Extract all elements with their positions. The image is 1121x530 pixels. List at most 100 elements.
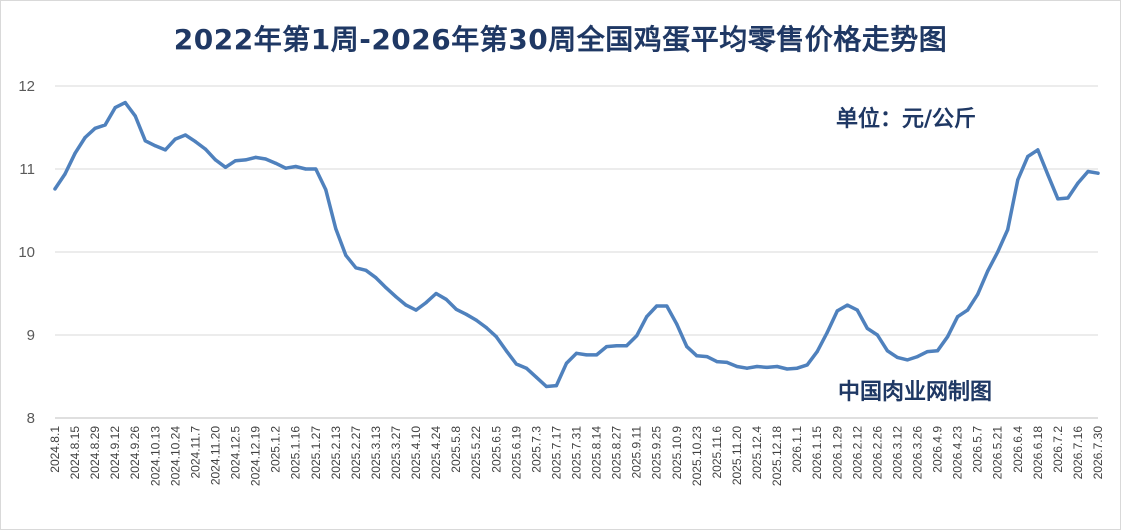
x-tick-label: 2026.5.7 xyxy=(971,426,985,473)
data-point xyxy=(294,164,298,169)
data-point xyxy=(53,187,57,191)
x-tick-label: 2025.10.23 xyxy=(690,426,704,486)
price-series-line xyxy=(53,100,1100,389)
data-point xyxy=(524,366,529,370)
x-tick-label: 2025.2.27 xyxy=(349,426,363,480)
x-tick-label: 2026.7.16 xyxy=(1071,426,1085,480)
x-tick-label: 2026.5.21 xyxy=(991,426,1005,480)
data-point xyxy=(815,350,819,354)
data-point xyxy=(986,269,990,273)
y-tick-label: 11 xyxy=(19,161,35,178)
data-point xyxy=(996,250,1000,254)
data-point xyxy=(655,304,659,308)
data-point xyxy=(484,325,488,330)
data-point xyxy=(755,364,759,369)
data-point xyxy=(474,318,478,322)
data-point xyxy=(243,158,248,162)
data-point xyxy=(274,161,278,165)
x-tick-label: 2025.6.19 xyxy=(509,426,523,480)
data-point xyxy=(805,363,809,367)
x-tick-label: 2025.1.27 xyxy=(309,426,323,480)
x-tick-label: 2024.11.20 xyxy=(209,426,223,485)
data-point xyxy=(123,101,127,105)
data-point xyxy=(324,188,328,192)
data-point xyxy=(875,333,880,337)
data-point xyxy=(183,133,187,137)
data-point xyxy=(1086,169,1090,174)
x-tick-label: 2026.1.1 xyxy=(790,426,804,473)
data-point xyxy=(133,114,137,118)
x-tick-label: 2024.8.1 xyxy=(48,426,62,473)
x-tick-label: 2025.2.13 xyxy=(329,426,343,480)
data-point xyxy=(143,139,147,143)
x-tick-label: 2026.6.18 xyxy=(1031,426,1045,480)
data-point xyxy=(404,303,408,307)
y-tick-label: 12 xyxy=(18,78,35,95)
y-tick-label: 10 xyxy=(18,244,35,261)
data-point xyxy=(113,106,117,110)
data-point xyxy=(384,286,388,290)
x-tick-label: 2024.9.26 xyxy=(128,426,142,480)
x-tick-label: 2026.3.26 xyxy=(911,426,925,480)
data-point xyxy=(946,335,950,339)
x-tick-label: 2025.4.24 xyxy=(429,426,443,480)
x-tick-label: 2024.10.24 xyxy=(168,426,182,486)
data-point xyxy=(1006,228,1010,232)
data-point xyxy=(1046,173,1050,177)
x-tick-label: 2026.1.15 xyxy=(810,426,824,480)
x-tick-label: 2025.5.8 xyxy=(449,426,463,473)
data-point xyxy=(254,155,258,159)
source-label: 中国肉业网制图 xyxy=(838,380,993,405)
x-tick-label: 2025.4.10 xyxy=(409,426,423,480)
x-tick-label: 2025.12.18 xyxy=(770,426,784,486)
data-point xyxy=(344,253,348,257)
data-point xyxy=(825,330,829,335)
data-point xyxy=(976,292,980,296)
data-point xyxy=(1066,196,1070,200)
x-tick-label: 2025.1.16 xyxy=(289,426,303,480)
x-tick-label: 2026.7.2 xyxy=(1051,426,1065,473)
data-point xyxy=(284,166,288,170)
x-tick-label: 2025.9.25 xyxy=(650,426,664,480)
data-point xyxy=(745,366,749,370)
unit-label: 单位：元/公斤 xyxy=(836,107,977,132)
data-point xyxy=(705,355,709,359)
data-point xyxy=(1096,171,1100,175)
data-point xyxy=(213,158,218,162)
data-point xyxy=(414,308,418,312)
data-point xyxy=(775,364,779,369)
data-point xyxy=(93,126,97,130)
x-tick-label: 2025.8.27 xyxy=(610,426,624,480)
data-point xyxy=(1026,154,1030,159)
data-point xyxy=(233,159,238,163)
data-point xyxy=(203,147,207,151)
data-point xyxy=(494,335,498,339)
x-tick-label: 2025.3.13 xyxy=(369,426,383,480)
y-axis: 8 9 10 11 12 xyxy=(18,78,35,427)
x-tick-label: 2025.10.9 xyxy=(670,426,684,480)
x-tick-label: 2025.8.14 xyxy=(590,426,604,480)
x-tick-label: 2024.12.5 xyxy=(229,426,243,480)
x-tick-label: 2024.11.7 xyxy=(188,426,202,479)
data-point xyxy=(73,151,77,155)
x-tick-label: 2025.11.20 xyxy=(730,426,744,485)
x-tick-label: 2025.12.4 xyxy=(750,426,764,480)
data-point xyxy=(464,312,468,316)
data-point xyxy=(835,309,839,313)
data-point xyxy=(304,167,308,171)
data-point xyxy=(334,227,338,231)
data-point xyxy=(915,355,920,359)
data-point xyxy=(264,157,268,161)
x-tick-label: 2026.7.30 xyxy=(1091,426,1105,480)
x-tick-label: 2025.9.11 xyxy=(630,426,644,479)
data-point xyxy=(625,344,629,348)
data-point xyxy=(715,360,719,364)
data-point xyxy=(895,355,900,359)
data-point xyxy=(434,291,438,296)
data-point xyxy=(1016,178,1020,182)
data-point xyxy=(905,358,910,362)
data-point xyxy=(364,268,368,272)
data-point xyxy=(534,375,539,379)
data-point xyxy=(354,266,358,270)
